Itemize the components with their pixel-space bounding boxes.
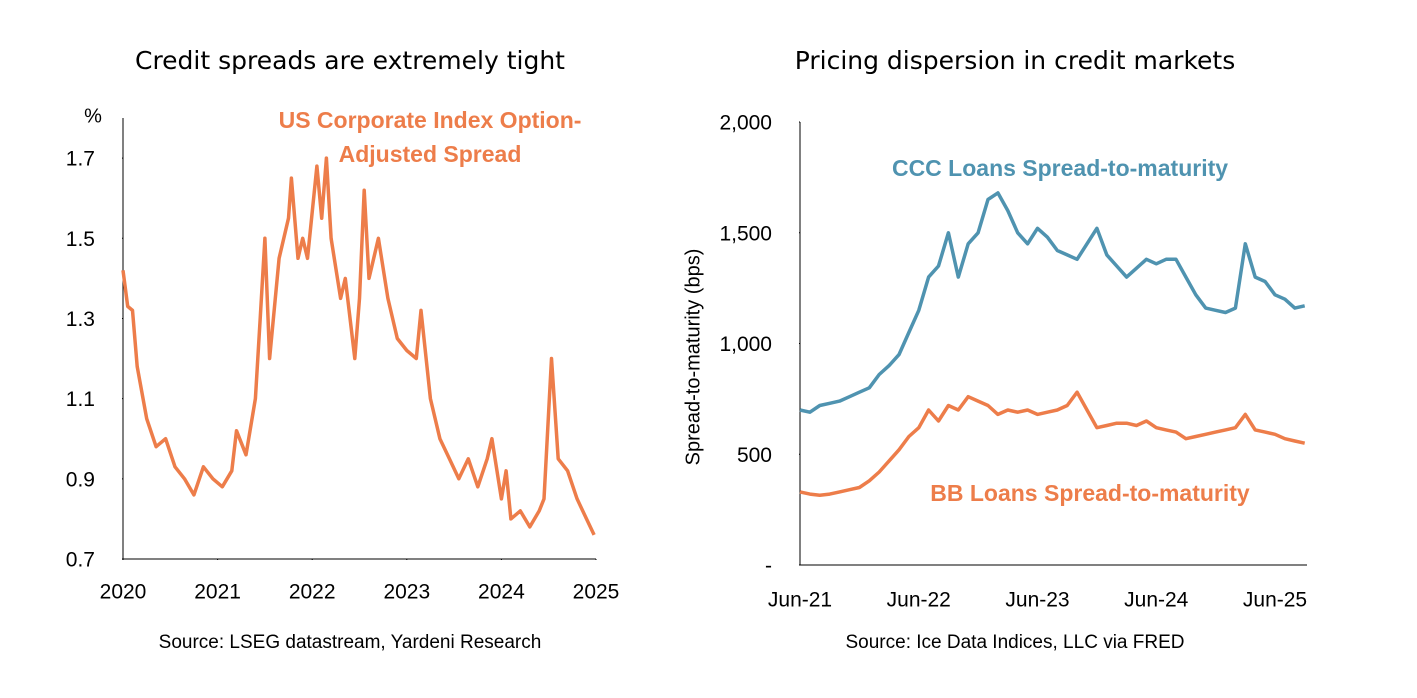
x-tick-label: Jun-24 [1124,589,1189,612]
series-label: US Corporate Index Option-Adjusted Sprea… [278,107,582,167]
source: Source: Ice Data Indices, LLC via FRED [846,632,1185,653]
y-tick-label: 0.9 [66,468,95,491]
x-tick-label: Jun-21 [768,589,832,612]
x-tick-label: 2024 [478,581,525,604]
series-line [121,156,596,536]
y-tick-label: 1.3 [66,308,95,331]
y-axis-label: Spread-to-maturity (bps) [682,249,704,466]
x-tick-label: 2021 [194,581,241,604]
y-tick-label: 1,500 [719,222,772,245]
y-tick-label: 0.7 [66,549,95,572]
y-tick-label: 2,000 [719,112,772,135]
x-tick-label: Jun-23 [1005,589,1069,612]
y-unit-label: % [84,105,102,127]
y-tick-label: 1,000 [719,333,772,356]
x-tick-label: 2025 [573,581,620,604]
y-tick-label: - [765,555,772,578]
x-tick-label: Jun-25 [1243,589,1307,612]
y-tick-label: 500 [737,444,772,467]
chart-title: Pricing dispersion in credit markets [795,46,1236,75]
x-tick-label: 2020 [100,581,147,604]
series-line [799,191,1306,414]
series-label: BB Loans Spread-to-maturity [930,480,1250,506]
x-tick-label: Jun-22 [887,589,951,612]
y-tick-label: 1.5 [66,228,95,251]
chart-title: Credit spreads are extremely tight [135,46,565,75]
source: Source: LSEG datastream, Yardeni Researc… [159,632,542,653]
y-tick-label: 1.1 [66,388,95,411]
y-tick-label: 1.7 [66,148,95,171]
x-tick-label: 2023 [383,581,430,604]
series-line [799,390,1306,497]
series-label: CCC Loans Spread-to-maturity [891,155,1229,181]
x-tick-label: 2022 [289,581,336,604]
